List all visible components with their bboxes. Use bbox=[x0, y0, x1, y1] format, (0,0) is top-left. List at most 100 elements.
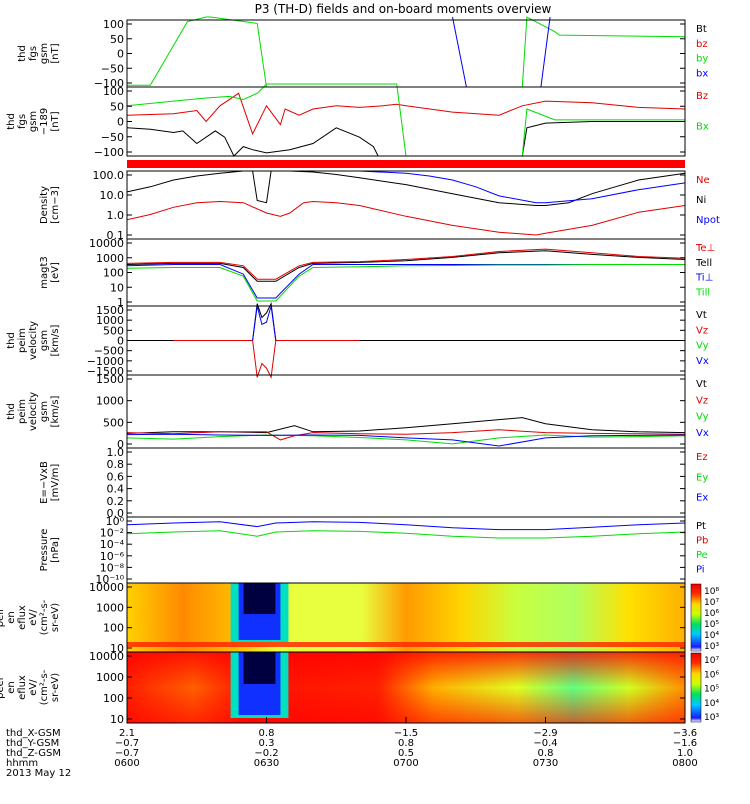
legend-entry: Ne bbox=[696, 175, 710, 186]
legend-entry: Bx bbox=[696, 122, 709, 133]
separator-bar bbox=[127, 160, 685, 168]
colorbar-label: 10⁴ bbox=[704, 699, 719, 709]
x-row-value: 1.0 bbox=[677, 748, 693, 759]
y-axis-label-line: thd bbox=[17, 45, 28, 62]
series-Ti⊥-line bbox=[126, 264, 685, 299]
legend-entry: Te⊥ bbox=[695, 243, 715, 254]
panel-2: 100 50 0 −50 −100 thd fgs gsm −189 [nT] Bz Bx bbox=[6, 83, 709, 159]
x-row-value: 0730 bbox=[533, 758, 558, 769]
y-tick-label: 10⁰ bbox=[106, 515, 125, 528]
x-row-label: thd_X-GSM bbox=[6, 728, 61, 739]
legend-entry: Bt bbox=[696, 24, 707, 35]
panel-10: 10⁷ 10⁶ 10⁵ 10⁴ 10³ 10000 1000 100 10 thdpeerenef… bbox=[0, 650, 719, 726]
legend-entry: Vx bbox=[696, 428, 709, 439]
y-axis-label-line: peim bbox=[17, 328, 28, 353]
panel-1: 100 50 0−50 −100 thd fgs gsm [nT] Bt bz by bx bbox=[17, 16, 708, 90]
y-tick-label: 10.0 bbox=[100, 189, 125, 202]
series-Npot-line bbox=[359, 170, 686, 204]
y-tick-label: 0 bbox=[117, 438, 124, 451]
series-Vt-line bbox=[127, 302, 685, 341]
y-tick-label: 50 bbox=[110, 33, 124, 46]
legend-entry: Pt bbox=[696, 521, 706, 532]
y-axis-label-line: velocity bbox=[28, 392, 39, 431]
date-label: 2013 May 12 bbox=[6, 768, 71, 779]
y-tick-label: −50 bbox=[101, 62, 124, 75]
panel-frame bbox=[126, 447, 686, 518]
x-row-value: 0630 bbox=[254, 758, 279, 769]
y-axis-label: thd peim velocity gsm [km/s] bbox=[6, 392, 61, 431]
legend-entry: Vt bbox=[696, 379, 707, 390]
series-Bx-line bbox=[126, 83, 685, 157]
colorbar-label: 10⁵ bbox=[704, 620, 719, 630]
y-tick-label: 100 bbox=[103, 267, 124, 280]
y-tick-label: 1500 bbox=[96, 373, 124, 386]
x-row-value: 0800 bbox=[672, 758, 697, 769]
y-axis-label: thdpeirenefluxeV/(cm²-s-sr-eV) bbox=[0, 599, 61, 635]
series-Till-line bbox=[126, 264, 685, 302]
legend-entry: Pb bbox=[696, 536, 708, 547]
series-Ni-line bbox=[126, 170, 686, 206]
y-tick-label: 1000 bbox=[96, 671, 124, 684]
legend-entry: by bbox=[696, 54, 708, 65]
spectrogram-field bbox=[127, 583, 685, 652]
panel-6: 1500 1000 500 0 thd peim velocity gsm [km/s] Vt Vz… bbox=[6, 373, 709, 451]
series-Pi-line bbox=[126, 521, 686, 531]
y-tick-label: 50 bbox=[110, 100, 124, 113]
x-row-value: −0.2 bbox=[254, 748, 278, 759]
y-axis-label-line: (cm²-s- bbox=[39, 669, 50, 705]
legend-entry: Till bbox=[695, 287, 710, 298]
legend-entry: Tell bbox=[695, 258, 712, 269]
x-row-value: −0.7 bbox=[115, 738, 139, 749]
y-axis-label-line: (cm²-s- bbox=[39, 599, 50, 635]
y-tick-label: 0.0 bbox=[107, 507, 125, 520]
y-axis-label-line: eV/ bbox=[28, 609, 39, 626]
colorbar-label: 10⁴ bbox=[704, 631, 719, 641]
y-tick-label: 10⁻⁴ bbox=[100, 538, 125, 551]
y-axis-label-line: gsm bbox=[39, 43, 50, 64]
series-Vy-line bbox=[126, 434, 686, 445]
series-by-line bbox=[127, 16, 686, 88]
y-tick-label: −100 bbox=[94, 146, 124, 159]
series-Ne-line bbox=[126, 200, 686, 236]
y-axis-label-line: peim bbox=[17, 399, 28, 424]
y-axis-label-line: [cm−3] bbox=[50, 186, 61, 224]
y-axis-label-line: gsm bbox=[39, 401, 50, 422]
legend-entry: bz bbox=[696, 39, 708, 50]
y-tick-label: 10⁻⁸ bbox=[100, 561, 125, 574]
series-bx-line bbox=[452, 16, 551, 88]
colorbar bbox=[690, 652, 702, 723]
y-axis-label: thd peim velocity gsm [km/s] bbox=[6, 321, 61, 360]
y-axis-label-line: eflux bbox=[17, 675, 28, 700]
y-axis-label: magt3 [eV] bbox=[39, 256, 61, 289]
y-axis-label-line: peer bbox=[0, 675, 6, 699]
y-axis-label-line: fgs bbox=[17, 114, 28, 129]
x-row-label: thd_Y-GSM bbox=[6, 738, 59, 749]
y-tick-label: 0.6 bbox=[107, 470, 125, 483]
y-tick-label: 0.4 bbox=[107, 483, 125, 496]
y-tick-label: 1000 bbox=[96, 395, 124, 408]
y-tick-label: 100 bbox=[103, 18, 124, 31]
x-row-value: 0.5 bbox=[398, 748, 414, 759]
y-tick-label: 0 bbox=[117, 116, 124, 129]
panel-frame bbox=[126, 170, 686, 240]
y-axis-label-line: gsm bbox=[39, 330, 50, 351]
y-tick-label: 10⁻² bbox=[100, 527, 124, 540]
y-tick-label: 0.2 bbox=[107, 495, 125, 508]
x-row-value: −3.6 bbox=[673, 728, 697, 739]
y-tick-label: 10000 bbox=[89, 581, 124, 594]
legend-entry: Bz bbox=[696, 91, 708, 102]
y-axis-label: thdpeerenefluxeV/(cm²-s-sr-eV) bbox=[0, 669, 61, 705]
x-row-value: 2.1 bbox=[119, 728, 135, 739]
y-tick-label: 1000 bbox=[96, 252, 124, 265]
y-tick-label: 100 bbox=[103, 692, 124, 705]
y-axis-label: E=−VxB [mV/m] bbox=[39, 461, 61, 504]
y-axis-label-line: Density bbox=[39, 186, 50, 224]
colorbar bbox=[690, 583, 702, 652]
y-axis-label-line: [km/s] bbox=[50, 395, 61, 427]
y-tick-label: 10⁻¹⁰ bbox=[95, 573, 124, 586]
legend-entry: Ez bbox=[696, 452, 708, 463]
y-axis-label-line: en bbox=[6, 611, 17, 624]
